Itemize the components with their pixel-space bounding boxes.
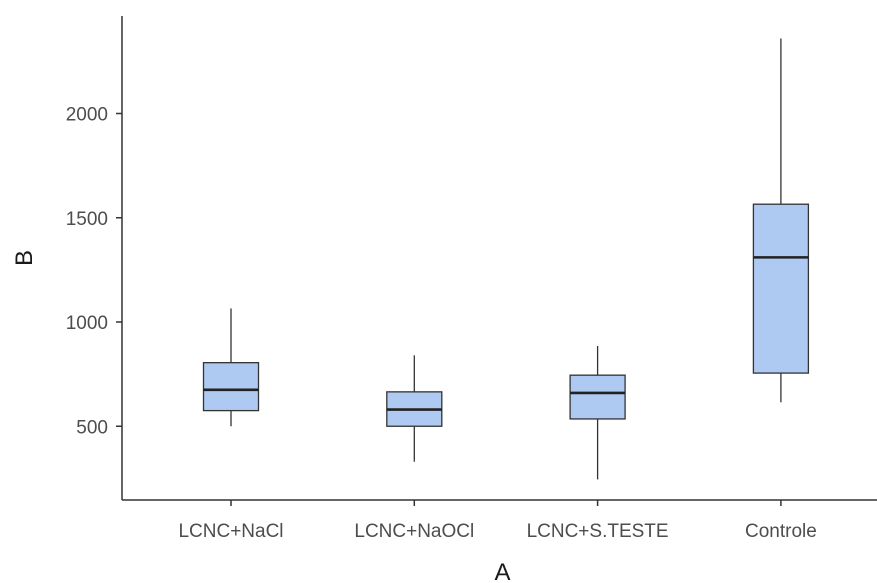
box: [752, 203, 810, 374]
x-axis-title: A: [494, 559, 510, 583]
x-tick-label: LCNC+NaCl: [178, 521, 283, 542]
y-tick-label: 500: [76, 417, 108, 438]
x-tick-label: LCNC+S.TESTE: [527, 521, 669, 542]
box: [202, 362, 260, 412]
y-tick-label: 2000: [66, 105, 108, 126]
box-group-1: [386, 355, 443, 462]
x-tick-label: Controle: [745, 521, 817, 542]
box-group-3: [752, 38, 810, 403]
y-tick-label: 1000: [66, 313, 108, 334]
y-axis-title: B: [11, 250, 38, 266]
x-tick-label: LCNC+NaOCl: [354, 521, 474, 542]
plot-marks: 500 1000 1500 2000 LCNC+NaCl LCNC+NaOCl LCNC+S…: [66, 38, 817, 542]
y-tick-label: 1500: [66, 209, 108, 230]
box-group-0: [202, 308, 260, 427]
box-group-2: [569, 345, 626, 480]
box: [569, 374, 626, 420]
